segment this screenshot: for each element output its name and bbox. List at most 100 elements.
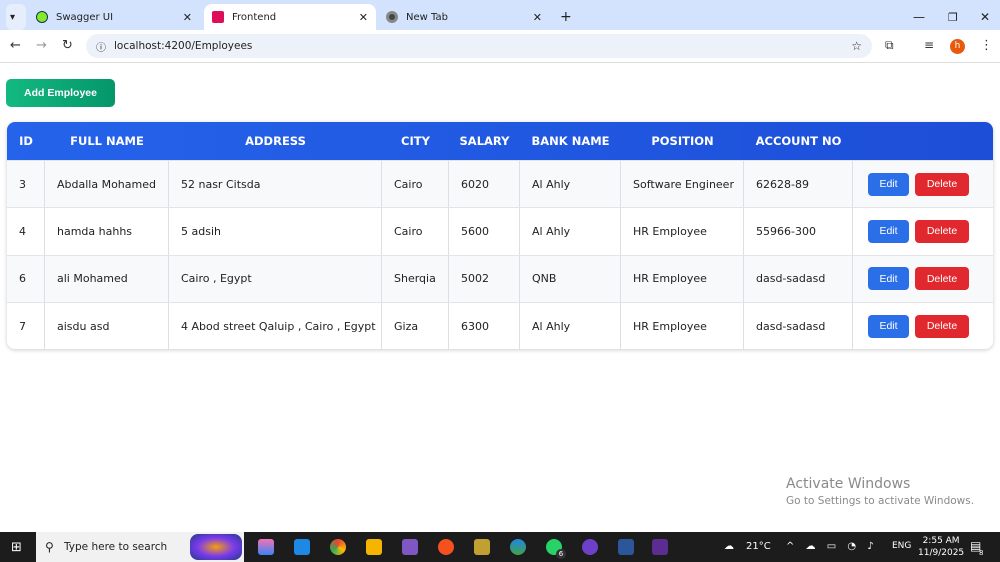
cell-id: 7	[7, 302, 45, 350]
chrome-icon	[386, 11, 398, 23]
add-employee-button[interactable]: Add Employee	[6, 79, 115, 107]
search-icon: ⚲	[45, 540, 54, 554]
cell-city: Giza	[382, 302, 449, 350]
copilot-icon[interactable]	[258, 539, 274, 555]
column-header: FULL NAME	[70, 134, 144, 148]
cell-name: ali Mohamed	[45, 255, 169, 302]
cell-actions: Edit Delete	[853, 256, 993, 302]
cell-salary: 6300	[449, 302, 520, 350]
restore-button[interactable]: ❐	[948, 10, 958, 24]
close-icon[interactable]: ✕	[182, 10, 192, 24]
cell-salary: 5600	[449, 208, 520, 255]
notification-count: 8	[979, 549, 984, 557]
column-header: BANK NAME	[531, 134, 610, 148]
cell-address: Cairo , Egypt	[169, 255, 382, 302]
back-icon[interactable]: ←	[10, 38, 21, 53]
cell-city: Sherqia	[382, 255, 449, 302]
clock[interactable]: 2:55 AM 11/9/2025	[918, 535, 964, 559]
weather-temp[interactable]: 21°C	[746, 541, 771, 552]
edit-button[interactable]: Edit	[868, 314, 909, 338]
notifications-icon[interactable]: ▤	[970, 539, 982, 553]
menu-icon[interactable]: ⋮	[980, 38, 993, 53]
address-bar[interactable]: ⓘ localhost:4200/Employees ☆	[86, 34, 872, 58]
taskbar-search[interactable]: ⚲ Type here to search	[36, 532, 244, 562]
cell-position: HR Employee	[621, 302, 744, 350]
edit-button[interactable]: Edit	[868, 219, 909, 243]
minimize-button[interactable]: —	[913, 10, 925, 24]
cell-actions: Edit Delete	[853, 303, 993, 349]
cell-id: 6	[7, 255, 45, 302]
employees-table: ID FULL NAME ADDRESS CITY SALARY BANK NA…	[7, 122, 993, 350]
weather-icon[interactable]: ☁	[724, 541, 734, 552]
cell-bank: Al Ahly	[520, 208, 621, 255]
angular-icon	[212, 11, 224, 23]
cell-account: dasd-sadasd	[744, 302, 853, 350]
new-tab-button[interactable]: +	[560, 9, 572, 25]
delete-button[interactable]: Delete	[915, 219, 969, 243]
extensions-icon[interactable]: ⧉	[885, 38, 894, 52]
postman-icon[interactable]	[438, 539, 454, 555]
reload-icon[interactable]: ↻	[62, 38, 73, 53]
table-header: ID FULL NAME ADDRESS CITY SALARY BANK NA…	[7, 122, 993, 160]
app-icon[interactable]	[474, 539, 490, 555]
delete-button[interactable]: Delete	[915, 267, 969, 291]
cell-name: Abdalla Mohamed	[45, 161, 169, 208]
cell-account: dasd-sadasd	[744, 255, 853, 302]
cell-position: HR Employee	[621, 255, 744, 302]
taskbar: ⊞ ⚲ Type here to search 6 ☁ 21°C ^ ☁ ▭ ◔ …	[0, 532, 1000, 562]
column-header: CITY	[401, 134, 430, 148]
table-row: 3 Abdalla Mohamed 52 nasr Citsda Cairo 6020 A…	[7, 160, 993, 208]
tab-search-button[interactable]: ▾	[6, 4, 26, 30]
cell-position: HR Employee	[621, 208, 744, 255]
visual-studio-icon[interactable]	[402, 539, 418, 555]
cell-salary: 6020	[449, 161, 520, 208]
tab-new-tab[interactable]: New Tab ✕	[378, 4, 550, 30]
cell-city: Cairo	[382, 208, 449, 255]
cell-actions: Edit Delete	[853, 161, 993, 207]
media-icon[interactable]: ≡	[924, 38, 935, 52]
tab-label: Swagger UI	[56, 11, 114, 23]
github-desktop-icon[interactable]	[582, 539, 598, 555]
table-row: 7 aisdu asd 4 Abod street Qaluip , Cairo ,…	[7, 301, 993, 350]
cell-id: 3	[7, 161, 45, 208]
delete-button[interactable]: Delete	[915, 314, 969, 338]
whatsapp-badge: 6	[556, 549, 566, 559]
close-icon[interactable]: ✕	[358, 10, 368, 24]
site-info-icon[interactable]: ⓘ	[96, 42, 106, 54]
windows-start-icon[interactable]: ⊞	[11, 540, 22, 555]
cell-account: 62628-89	[744, 161, 853, 208]
tab-frontend[interactable]: Frontend ✕	[204, 4, 376, 30]
file-explorer-icon[interactable]	[366, 539, 382, 555]
column-header: ID	[19, 134, 33, 148]
column-header: POSITION	[651, 134, 714, 148]
tab-swagger[interactable]: Swagger UI ✕	[28, 4, 200, 30]
edit-button[interactable]: Edit	[868, 267, 909, 291]
close-icon[interactable]: ✕	[532, 10, 542, 24]
word-icon[interactable]	[618, 539, 634, 555]
terminal-icon[interactable]	[652, 539, 668, 555]
chrome-icon[interactable]	[330, 539, 346, 555]
search-placeholder: Type here to search	[64, 541, 168, 553]
tab-label: New Tab	[406, 11, 448, 23]
profile-avatar[interactable]: h	[950, 39, 965, 54]
language-indicator[interactable]: ENG	[892, 541, 912, 551]
forward-icon[interactable]: →	[36, 38, 47, 53]
cell-actions: Edit Delete	[853, 208, 993, 254]
browser-toolbar: ← → ↻ ⓘ localhost:4200/Employees ☆ ⧉ ≡ h ⋮	[0, 30, 1000, 63]
cell-position: Software Engineer	[621, 161, 744, 208]
window-close-button[interactable]: ✕	[980, 10, 991, 24]
edge-icon[interactable]	[510, 539, 526, 555]
bookmark-star-icon[interactable]: ☆	[851, 39, 862, 53]
search-highlight-image	[190, 534, 242, 560]
edit-button[interactable]: Edit	[868, 172, 909, 196]
cell-name: hamda hahhs	[45, 208, 169, 255]
column-header: SALARY	[459, 134, 510, 148]
table-row: 4 hamda hahhs 5 adsih Cairo 5600 Al Ahly HR Em…	[7, 207, 993, 255]
cell-address: 52 nasr Citsda	[169, 161, 382, 208]
delete-button[interactable]: Delete	[915, 172, 969, 196]
system-tray-icons[interactable]: ^ ☁ ▭ ◔ ♪	[786, 541, 878, 552]
tab-strip: ▾ Swagger UI ✕ Frontend ✕ New Tab ✕ + — ❐ ✕	[0, 0, 1000, 30]
column-header: ADDRESS	[245, 134, 306, 148]
cell-address: 5 adsih	[169, 208, 382, 255]
vscode-icon[interactable]	[294, 539, 310, 555]
